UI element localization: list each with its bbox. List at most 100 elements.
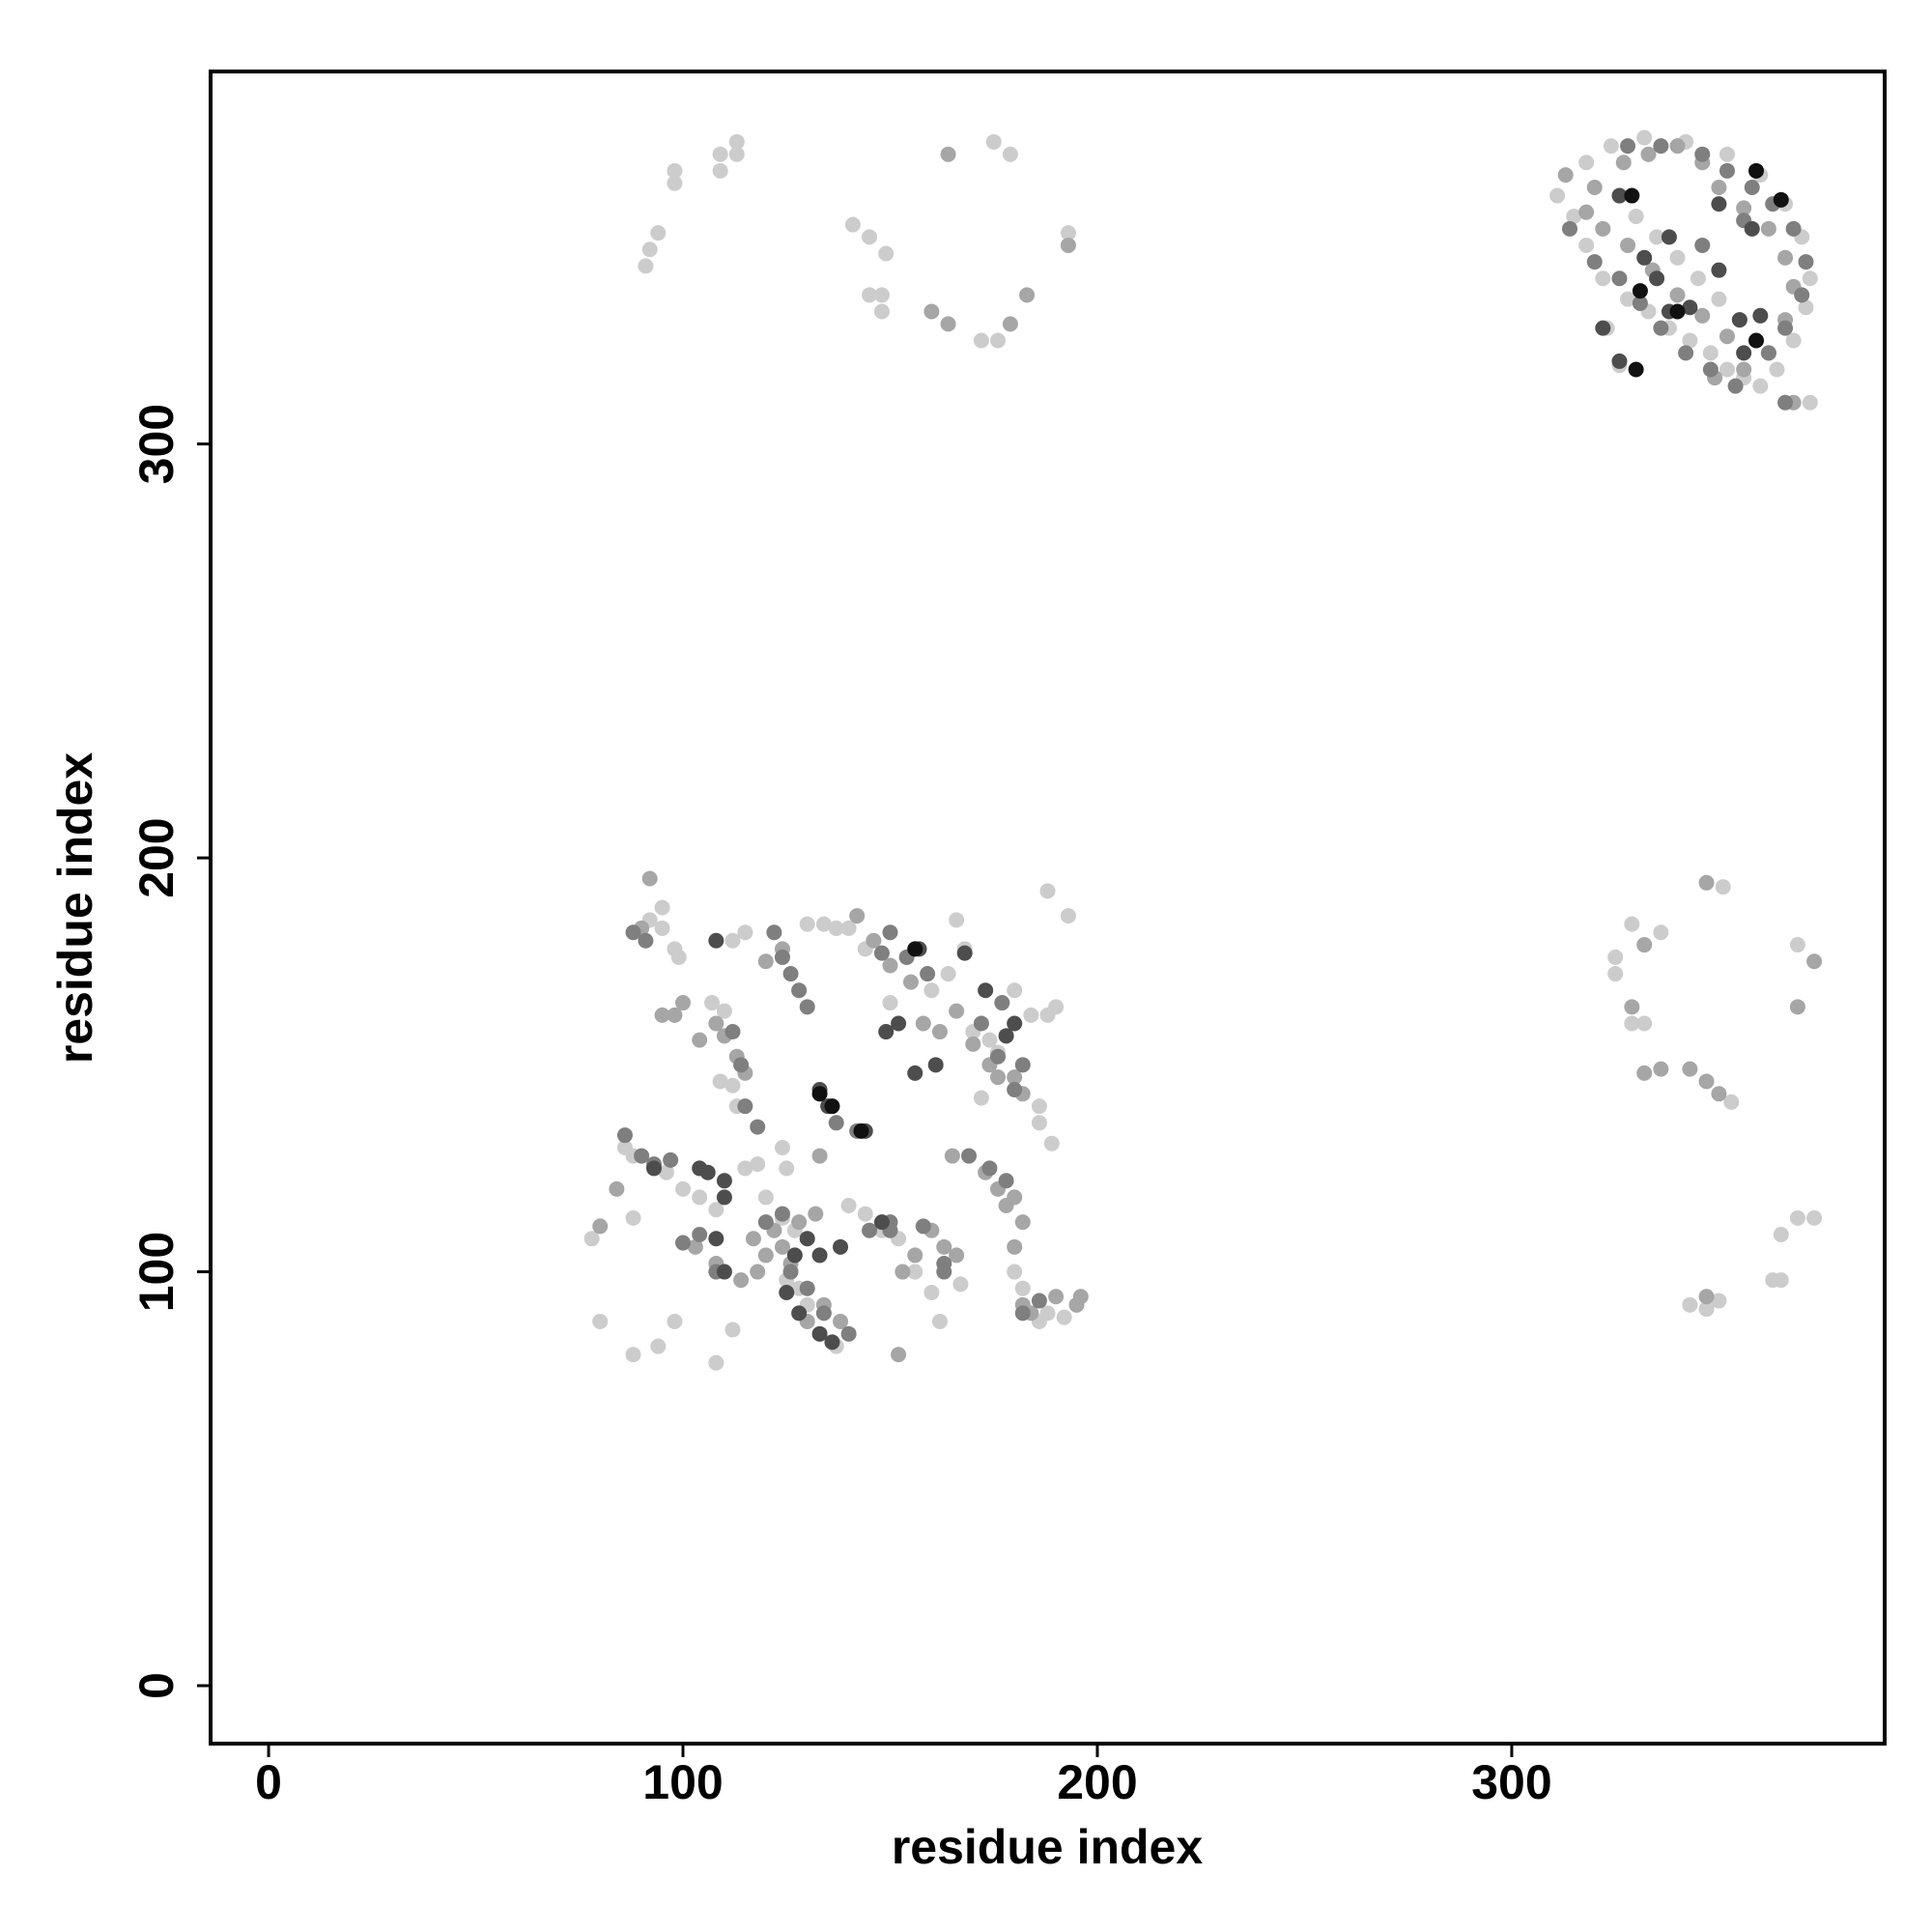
point (625, 924, 641, 941)
point (791, 1214, 808, 1231)
point (1624, 1015, 1640, 1032)
point (774, 1206, 790, 1222)
point (990, 1069, 1007, 1086)
point (1628, 208, 1644, 224)
point (1007, 1189, 1023, 1206)
point (757, 953, 774, 970)
point (1736, 345, 1752, 361)
point (1698, 1301, 1715, 1318)
point (1557, 167, 1574, 184)
point (1628, 361, 1644, 378)
point (878, 245, 895, 262)
point (708, 1354, 724, 1371)
point (1632, 295, 1648, 311)
point (1603, 138, 1619, 155)
point (1682, 1061, 1698, 1077)
point (1682, 1296, 1698, 1313)
point (1806, 953, 1823, 970)
point (833, 1238, 849, 1255)
point (782, 1264, 799, 1280)
point (1007, 982, 1023, 999)
x-tick-label: 0 (255, 1755, 282, 1809)
point (757, 1214, 774, 1231)
point (1785, 332, 1802, 349)
point (990, 1048, 1007, 1065)
point (1773, 1226, 1789, 1242)
point (840, 1197, 857, 1213)
point (1607, 949, 1624, 965)
point (1636, 1015, 1653, 1032)
point (625, 1347, 641, 1363)
point (1760, 345, 1776, 361)
point (1669, 249, 1686, 266)
point (828, 920, 844, 936)
point (873, 303, 890, 320)
point (952, 1276, 969, 1293)
point (1736, 361, 1752, 378)
point (667, 1007, 683, 1023)
point (862, 229, 878, 245)
point (1719, 146, 1735, 162)
point (1636, 1065, 1653, 1081)
point (638, 258, 654, 274)
point (915, 1015, 931, 1032)
point (1031, 1115, 1047, 1131)
point (1607, 966, 1624, 982)
point (1632, 283, 1648, 299)
point (849, 908, 866, 924)
point (745, 1231, 761, 1247)
point (724, 1321, 741, 1338)
point (944, 1148, 960, 1164)
point (1752, 378, 1769, 394)
point (1007, 1264, 1023, 1280)
point (609, 1180, 625, 1197)
point (663, 1151, 679, 1168)
point (931, 1024, 948, 1040)
point (815, 1305, 832, 1321)
y-tick-label: 200 (129, 817, 184, 897)
point (949, 1247, 965, 1264)
point (692, 1189, 708, 1206)
point (1019, 287, 1036, 303)
point (1789, 937, 1805, 953)
plot-frame (209, 70, 1887, 1746)
point (675, 1235, 692, 1251)
point (1698, 1289, 1715, 1305)
point (1586, 254, 1603, 270)
point (1711, 196, 1727, 213)
point (1014, 1214, 1031, 1231)
point (1694, 237, 1711, 253)
point (1698, 1073, 1715, 1090)
point (1611, 270, 1628, 287)
point (1678, 345, 1694, 361)
x-axis-title: residue index (892, 1820, 1204, 1874)
point (799, 916, 815, 932)
point (936, 1264, 952, 1280)
point (998, 1173, 1014, 1189)
point (1056, 1309, 1072, 1325)
point (1773, 191, 1789, 208)
point (786, 1247, 803, 1264)
point (1014, 1057, 1031, 1073)
point (808, 1206, 824, 1222)
point (1711, 179, 1727, 195)
point (828, 1115, 844, 1131)
point (1043, 1135, 1060, 1151)
point (1682, 332, 1698, 349)
point (844, 216, 861, 233)
point (1611, 187, 1628, 204)
point (891, 1347, 907, 1363)
point (1719, 162, 1735, 179)
y-tick-label: 300 (129, 404, 184, 484)
point (654, 920, 670, 936)
point (1007, 1082, 1023, 1098)
point (791, 982, 808, 999)
point (645, 1160, 662, 1177)
point (811, 1086, 828, 1102)
point (799, 1231, 815, 1247)
point (895, 1264, 911, 1280)
point (641, 870, 658, 887)
point (716, 1189, 732, 1206)
point (1561, 220, 1577, 237)
